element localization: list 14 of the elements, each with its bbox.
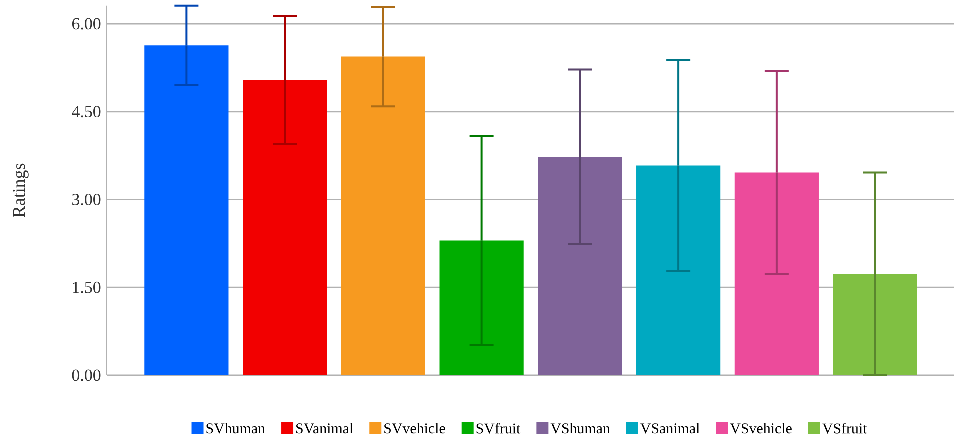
legend-label: VShuman — [550, 423, 610, 434]
legend-label: SVfruit — [476, 423, 521, 434]
legend-label: SVhuman — [206, 423, 266, 434]
legend-label: SVvehicle — [384, 423, 446, 434]
y-tick-label: 4.50 — [72, 106, 101, 118]
y-tick-label: 1.50 — [73, 282, 101, 294]
y-axis-title: Ratings — [13, 164, 29, 218]
legend-label: VSvehicle — [730, 423, 792, 434]
y-tick-label: 6.00 — [72, 18, 101, 30]
y-tick-label: 0.00 — [72, 370, 101, 382]
legend-label: SVanimal — [296, 423, 354, 434]
legend-label: VSanimal — [640, 423, 700, 434]
legend-label: VSfruit — [822, 423, 868, 434]
y-tick-label: 3.00 — [72, 194, 101, 206]
